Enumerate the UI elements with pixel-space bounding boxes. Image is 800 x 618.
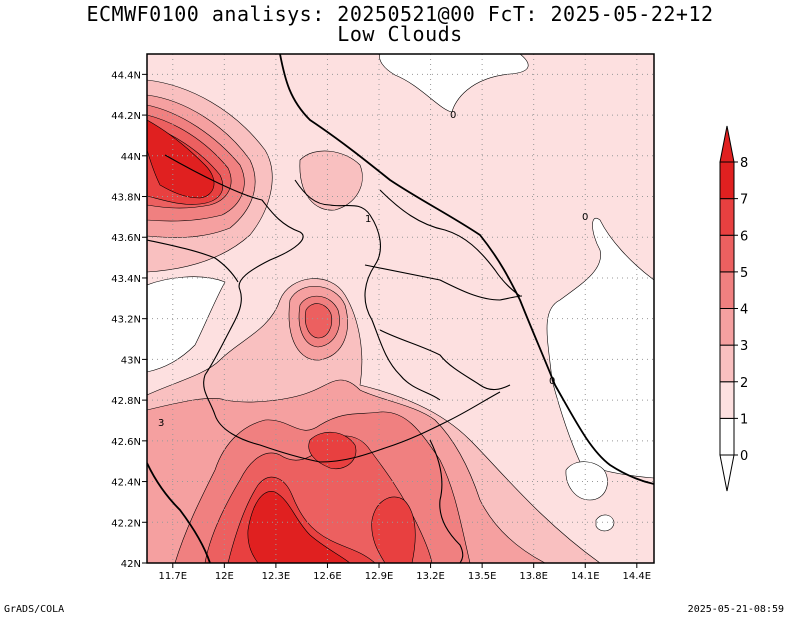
x-tick-label: 14.1E (571, 571, 600, 582)
x-tick-label: 11.7E (158, 571, 187, 582)
colorbar-swatch (719, 271, 735, 309)
regional-border-4 (379, 189, 521, 297)
x-tick-label: 14.4E (623, 571, 652, 582)
colorbar-label: 3 (740, 339, 748, 354)
x-tick-label: 13.8E (519, 571, 548, 582)
regional-border-3 (364, 264, 523, 301)
y-tick-label: 42.8N (111, 396, 141, 407)
contour-label: 3 (158, 418, 164, 429)
x-axis: 11.7E 12E 12.3E 12.6E 12.9E 13.2E 13.5E 13.8E 14… (158, 563, 651, 582)
chart-subtitle: Low Clouds (337, 22, 463, 46)
clear-spot-small (595, 514, 615, 532)
y-tick-label: 43.2N (111, 315, 141, 326)
regional-border-7 (147, 239, 239, 283)
level-7-south (247, 491, 351, 563)
map-borders (147, 54, 654, 563)
colorbar-min-arrow (719, 454, 735, 492)
contour-labels: 0 0 1 0 3 (158, 110, 588, 429)
colorbar-swatch (719, 234, 735, 273)
regional-border-1 (164, 154, 501, 463)
clear-area-southeast (565, 461, 608, 501)
colorbar-label: 8 (740, 156, 748, 171)
y-tick-label: 44N (121, 152, 141, 163)
level-2-north-patch (299, 150, 363, 211)
footer-timestamp: 2025-05-21-08:59 (687, 604, 784, 615)
x-tick-label: 12.3E (262, 571, 291, 582)
y-tick-label: 43.4N (111, 274, 141, 285)
y-tick-label: 44.2N (111, 111, 141, 122)
colorbar-swatch (719, 417, 735, 456)
colorbar-swatch (719, 161, 735, 200)
x-tick-label: 12.9E (365, 571, 394, 582)
colorbar-label: 6 (740, 229, 748, 244)
colorbar: 0 1 2 3 4 5 6 7 8 (719, 125, 748, 492)
colorbar-swatch (719, 381, 735, 419)
x-tick-label: 13.5E (468, 571, 497, 582)
colorbar-max-arrow (719, 125, 735, 163)
clear-area-northeast (379, 54, 529, 113)
contour-label: 1 (365, 214, 371, 225)
clear-area-west (147, 276, 226, 373)
colorbar-label: 1 (740, 412, 748, 427)
y-tick-label: 43.6N (111, 233, 141, 244)
level-5-center-peak (304, 303, 333, 339)
y-tick-label: 42.2N (111, 518, 141, 529)
level-7-north (147, 119, 215, 199)
regional-border-2 (294, 179, 441, 401)
chart-title: ECMWF0100 analisys: 20250521@00 FcT: 202… (86, 2, 714, 26)
y-tick-label: 42N (121, 559, 141, 570)
coastline (279, 54, 654, 485)
footer-credit: GrADS/COLA (4, 604, 65, 615)
regional-border-6 (379, 329, 511, 391)
x-tick-label: 12.6E (313, 571, 342, 582)
colorbar-swatch (719, 344, 735, 383)
coastline-west (147, 462, 211, 563)
colorbar-swatch (719, 308, 735, 346)
contour-label: 0 (549, 376, 555, 387)
contour-label: 0 (582, 212, 588, 223)
colorbar-label: 7 (740, 193, 748, 208)
y-tick-label: 42.4N (111, 478, 141, 489)
x-tick-label: 12E (215, 571, 234, 582)
y-tick-label: 42.6N (111, 437, 141, 448)
contour-label: 0 (450, 110, 456, 121)
colorbar-label: 5 (740, 266, 748, 281)
y-tick-label: 44.4N (111, 70, 141, 81)
level-6-south-east (371, 496, 416, 563)
y-tick-label: 43N (121, 355, 141, 366)
plot-frame (146, 53, 655, 564)
colorbar-label: 0 (740, 449, 748, 464)
x-tick-label: 13.2E (416, 571, 445, 582)
y-tick-label: 43.8N (111, 193, 141, 204)
contour-fills (147, 54, 654, 563)
y-axis: 42N 42.2N 42.4N 42.6N 42.8N 43N 43.2N 43.4N 43.6… (111, 70, 147, 570)
regional-border-5 (429, 439, 464, 563)
colorbar-swatch (719, 198, 735, 236)
colorbar-label: 2 (740, 376, 748, 391)
colorbar-label: 4 (740, 303, 748, 318)
